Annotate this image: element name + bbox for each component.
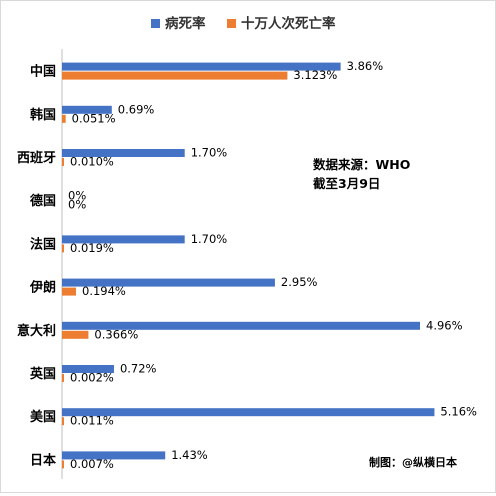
bar-death-rate bbox=[62, 62, 341, 71]
bar-per-100k-rate bbox=[62, 158, 64, 166]
value-label-per-100k-rate: 0.011% bbox=[70, 414, 114, 428]
legend-swatch-per-100k-rate bbox=[227, 19, 236, 28]
bar-per-100k-rate bbox=[62, 374, 64, 382]
value-label-death-rate: 0% bbox=[68, 189, 86, 203]
value-label-death-rate: 4.96% bbox=[426, 318, 463, 332]
category-label: 伊朗 bbox=[29, 280, 56, 296]
category-label: 美国 bbox=[30, 409, 56, 425]
value-label-death-rate: 1.43% bbox=[171, 448, 208, 462]
value-label-death-rate: 1.70% bbox=[191, 232, 228, 246]
bar-per-100k-rate bbox=[62, 330, 89, 339]
category-label: 意大利 bbox=[17, 323, 56, 339]
value-label-death-rate: 5.16% bbox=[440, 405, 477, 419]
bar-per-100k-rate bbox=[62, 71, 288, 80]
bar-death-rate bbox=[62, 235, 185, 244]
bar-death-rate bbox=[62, 408, 435, 417]
bar-death-rate bbox=[62, 451, 166, 460]
chart-credit: 制图：@纵横日本 bbox=[369, 455, 457, 469]
value-label-per-100k-rate: 0.194% bbox=[82, 284, 126, 298]
value-label-per-100k-rate: 0.019% bbox=[70, 241, 114, 255]
legend-swatch-death-rate bbox=[151, 19, 160, 28]
value-label-per-100k-rate: 0.007% bbox=[70, 457, 114, 471]
bar-per-100k-rate bbox=[62, 114, 66, 123]
bar-death-rate bbox=[62, 105, 112, 114]
category-label: 日本 bbox=[30, 452, 56, 468]
category-label: 英国 bbox=[29, 366, 56, 382]
source-note-line-1: 数据来源：WHO bbox=[312, 157, 410, 172]
legend-label-per-100k-rate: 十万人次死亡率 bbox=[241, 15, 336, 32]
value-label-per-100k-rate: 3.123% bbox=[293, 68, 337, 82]
legend-label-death-rate: 病死率 bbox=[165, 15, 206, 32]
category-label: 法国 bbox=[30, 236, 56, 252]
bar-death-rate bbox=[62, 321, 420, 330]
value-label-death-rate: 3.86% bbox=[347, 59, 384, 73]
value-label-per-100k-rate: 0.002% bbox=[70, 371, 114, 385]
value-label-death-rate: 1.70% bbox=[191, 146, 228, 160]
bar-death-rate bbox=[62, 149, 185, 157]
bar-per-100k-rate bbox=[62, 417, 64, 426]
value-label-per-100k-rate: 0.010% bbox=[70, 155, 114, 169]
value-label-per-100k-rate: 0.366% bbox=[94, 327, 138, 341]
value-label-death-rate: 0.72% bbox=[120, 362, 157, 376]
category-label: 中国 bbox=[30, 64, 56, 80]
value-label-death-rate: 2.95% bbox=[281, 275, 318, 289]
value-labels: 3.86% 3.123% 0.69%0.051% 1.70% 0.010% 0%0% 1.7… bbox=[68, 59, 477, 471]
category-label: 韩国 bbox=[30, 107, 56, 123]
bar-death-rate bbox=[62, 278, 275, 287]
bar-per-100k-rate bbox=[62, 460, 64, 469]
category-label: 西班牙 bbox=[17, 150, 56, 166]
value-label-death-rate: 0.69% bbox=[118, 102, 155, 116]
bar-per-100k-rate bbox=[62, 244, 64, 253]
bars bbox=[62, 62, 435, 469]
legend: 病死率 十万人次死亡率 bbox=[151, 15, 336, 32]
value-label-per-100k-rate: 0% bbox=[68, 198, 86, 212]
bar-death-rate bbox=[62, 365, 114, 373]
bar-per-100k-rate bbox=[62, 287, 77, 296]
source-note-line-2: 截至3月9日 bbox=[313, 176, 380, 191]
value-label-per-100k-rate: 0.051% bbox=[72, 111, 116, 125]
category-label: 德国 bbox=[30, 193, 56, 209]
